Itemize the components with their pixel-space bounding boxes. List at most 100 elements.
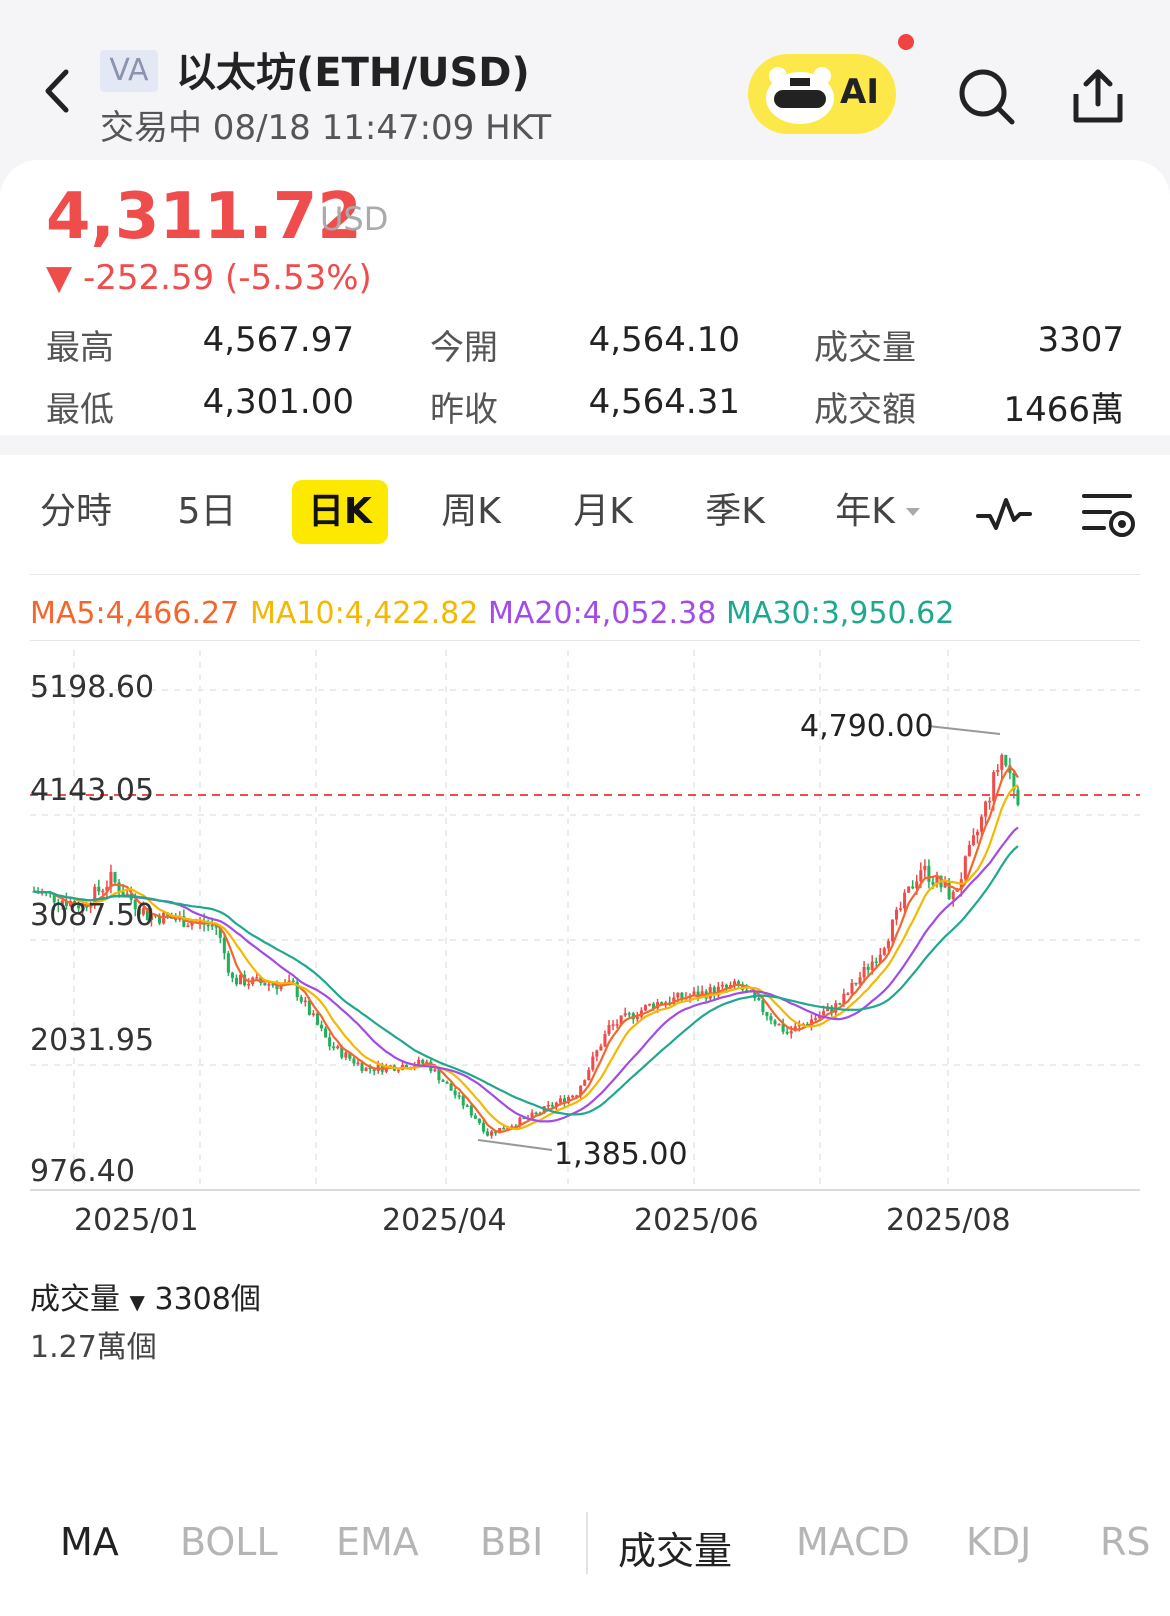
candle-body [583,1080,587,1086]
stat-low-label: 最低 [46,390,114,430]
candle-body [226,953,230,973]
candle-body [838,1003,842,1005]
candle-body [368,1067,372,1070]
candle-body [77,905,81,909]
candle-body [623,1013,627,1016]
candle-body [299,997,303,1002]
tab-weekly-k[interactable]: 周K [441,491,501,532]
indicator-macd[interactable]: MACD [796,1520,910,1564]
candle-body [538,1112,542,1115]
candle-body [724,984,728,988]
candle-body [433,1069,437,1072]
candle-body [728,984,733,988]
ma-line [33,826,1019,1123]
dropdown-caret-icon[interactable] [904,506,922,518]
x-tick-label: 2025/06 [634,1203,759,1238]
candle-body [486,1131,490,1136]
candle-body [692,991,696,996]
candle-body [267,984,271,986]
candle-body [830,1006,834,1013]
chart-settings-icon[interactable] [1080,488,1138,544]
candle-body [874,961,878,964]
indicator-boll[interactable]: BOLL [180,1520,278,1564]
candle-body [737,981,741,985]
indicator-kdj[interactable]: KDJ [966,1520,1032,1564]
candle-body [145,908,149,921]
tab-intraday[interactable]: 分時 [39,491,112,532]
candle-body [971,835,975,845]
tab-monthly-k[interactable]: 月K [573,491,633,532]
tab-quarterly-k[interactable]: 季K [705,491,765,532]
indicator-ma[interactable]: MA [60,1520,119,1564]
candle-body [530,1112,534,1118]
notification-dot [898,34,914,50]
indicator-ema[interactable]: EMA [336,1520,419,1564]
candle-body [579,1085,583,1096]
header [0,0,1170,160]
back-arrow-icon[interactable] [40,68,74,114]
candle-body [230,972,234,978]
candlestick-chart[interactable]: 5198.60 4143.05 3087.50 2031.95 976.40 2… [0,650,1170,1240]
tabs-divider [30,574,1140,575]
candle-body [510,1126,514,1128]
candle-body [255,977,259,979]
candle-body [781,1024,785,1032]
candle-body [745,989,749,992]
candle-body [210,925,214,927]
price-unit: USD [320,200,389,238]
candle-body [1012,772,1016,790]
tab-daily-k[interactable]: 日K [292,480,388,544]
tab-yearly-k[interactable]: 年K [835,491,895,532]
indicator-volume[interactable]: 成交量 [618,1529,733,1573]
stat-prev-close-value: 4,564.31 [588,382,740,422]
candle-body [826,1006,830,1012]
volume-caret-icon: ▼ [129,1290,145,1314]
candle-body [813,1018,818,1020]
search-icon[interactable] [956,66,1016,126]
candle-body [870,961,874,970]
indicator-wave-icon[interactable] [976,494,1032,534]
indicator-bar [0,1484,1170,1616]
candle-body [566,1097,571,1103]
ma20-label: MA20:4,052.38 [488,596,717,631]
candle-body [680,992,684,999]
candle-body [239,974,243,985]
candle-body [607,1024,611,1034]
tab-5day[interactable]: 5日 [177,491,237,532]
stat-high-label: 最高 [46,328,114,368]
indicator-bbi[interactable]: BBI [480,1520,544,1564]
candle-body [81,903,85,909]
indicator-rsi[interactable]: RS [1100,1520,1151,1564]
stat-open-label: 今開 [430,328,498,368]
ma10-label: MA10:4,422.82 [250,596,479,631]
stat-low-value: 4,301.00 [202,382,354,422]
candle-body [599,1046,603,1051]
volume-title[interactable]: 成交量 ▼ 3308個 [30,1282,261,1317]
ai-assistant-button[interactable]: AI [748,34,914,134]
candle-body [619,1015,623,1025]
candle-body [364,1067,368,1071]
y-tick-label: 5198.60 [30,670,154,705]
candle-body [899,908,903,910]
x-tick-label: 2025/04 [382,1203,507,1238]
candle-body [158,916,162,924]
candle-body [676,992,680,998]
candle-body [425,1061,429,1064]
candle-body [234,977,239,985]
candle-body [190,922,194,926]
candle-body [1016,789,1020,805]
candle-body [64,900,68,906]
candle-body [125,893,129,896]
candle-body [93,886,97,906]
candle-body [324,1028,328,1038]
candle-body [963,856,967,880]
candle-body [113,872,117,883]
candle-body [222,937,226,954]
candle-body [133,899,137,910]
share-icon[interactable] [1068,66,1128,126]
candle-body [287,980,291,983]
candle-body [935,875,939,885]
candle-body [372,1069,376,1072]
candle-body [52,893,56,903]
candle-body [490,1131,494,1136]
